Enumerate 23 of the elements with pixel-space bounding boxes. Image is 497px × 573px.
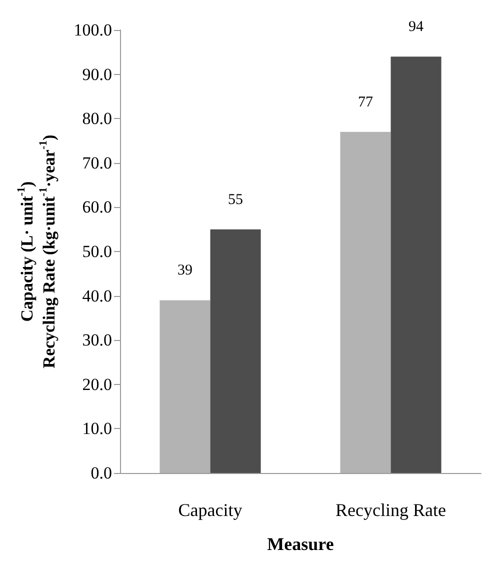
y-tick-label: 90.0 bbox=[82, 64, 112, 84]
y-tick-label: 0.0 bbox=[90, 464, 112, 482]
y-tick-label: 80.0 bbox=[82, 109, 112, 128]
y-tick-label: 100.0 bbox=[74, 20, 112, 40]
y-tick-label: 40.0 bbox=[82, 286, 112, 306]
data-label: 39 bbox=[177, 262, 192, 279]
bar bbox=[340, 132, 391, 473]
data-label: 94 bbox=[408, 19, 424, 36]
y-tick-label: 20.0 bbox=[82, 374, 112, 394]
bar bbox=[210, 229, 261, 473]
data-label: 55 bbox=[228, 192, 244, 208]
y-tick-label: 50.0 bbox=[82, 242, 112, 261]
y-tick-label: 10.0 bbox=[82, 419, 112, 438]
x-tick-label: Recycling Rate bbox=[336, 500, 446, 520]
x-axis-title: Measure bbox=[267, 534, 334, 554]
y-tick-label: 70.0 bbox=[82, 153, 112, 172]
data-label: 77 bbox=[358, 94, 374, 110]
x-tick-label: Capacity bbox=[178, 500, 242, 520]
bar bbox=[390, 56, 442, 473]
y-tick-label: 60.0 bbox=[82, 198, 112, 217]
y-axis-title: Capacity (L· unit-1) Recycling Rate (kg·unit-1·year-1) bbox=[16, 134, 58, 368]
y-tick-label: 30.0 bbox=[82, 330, 112, 350]
bar bbox=[160, 300, 210, 473]
